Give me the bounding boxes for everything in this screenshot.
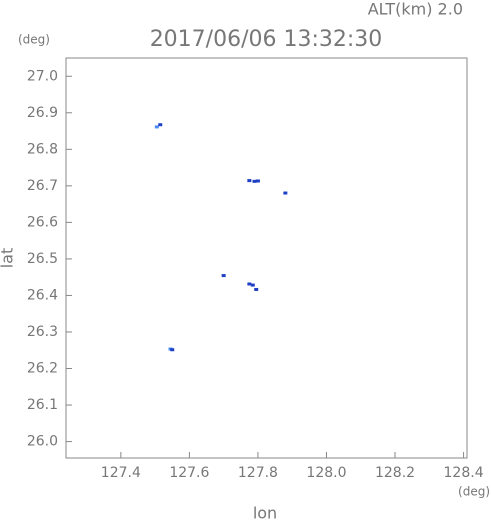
- x-unit: (deg): [458, 485, 490, 499]
- y-unit: (deg): [18, 33, 50, 47]
- data-point: [170, 348, 175, 352]
- data-point: [283, 191, 288, 195]
- x-tick-label: 128.2: [375, 465, 415, 481]
- x-tick-label: 128.0: [306, 465, 346, 481]
- chart-subtitle: ALT(km) 2.0: [368, 0, 463, 19]
- data-point: [158, 123, 163, 127]
- y-tick-label: 26.7: [27, 178, 58, 194]
- x-axis-label: lon: [253, 504, 277, 521]
- x-tick-label: 128.4: [444, 465, 484, 481]
- data-point: [247, 282, 252, 286]
- x-tick-label: 127.6: [169, 465, 209, 481]
- y-tick-label: 26.3: [27, 324, 58, 340]
- y-tick-label: 26.4: [27, 287, 58, 303]
- x-tick-label: 127.8: [238, 465, 278, 481]
- y-tick-label: 26.8: [27, 141, 58, 157]
- x-tick-label: 127.4: [101, 465, 141, 481]
- data-point: [221, 274, 226, 278]
- y-tick-label: 26.5: [27, 251, 58, 267]
- data-point: [247, 179, 252, 183]
- y-axis-label: lat: [0, 248, 17, 269]
- data-point: [254, 287, 259, 291]
- y-tick-label: 27.0: [27, 68, 58, 84]
- y-tick-label: 26.1: [27, 397, 58, 413]
- data-point: [252, 179, 257, 183]
- y-tick-label: 26.9: [27, 105, 58, 121]
- y-tick-label: 26.0: [27, 434, 58, 450]
- data-point: [154, 125, 159, 129]
- chart-title: 2017/06/06 13:32:30: [150, 27, 383, 52]
- data-point: [250, 283, 255, 287]
- data-point: [255, 179, 260, 183]
- y-tick-label: 26.6: [27, 214, 58, 230]
- plot-frame: [65, 57, 468, 459]
- y-tick-label: 26.2: [27, 361, 58, 377]
